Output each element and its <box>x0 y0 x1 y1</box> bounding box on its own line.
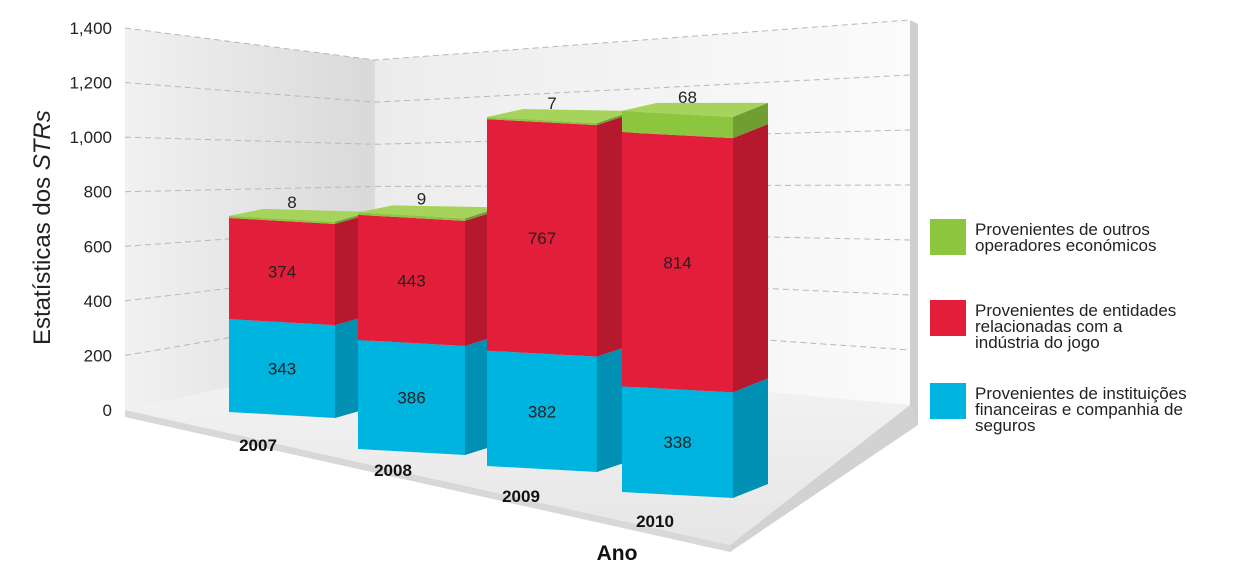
bar-segment <box>229 217 335 326</box>
bar-segment <box>487 117 597 126</box>
legend-label: Provenientes de outros operadores económi… <box>975 220 1156 255</box>
data-label: 7 <box>547 94 556 113</box>
bar-stack-2009: 382 767 7 <box>487 94 633 472</box>
data-label: 9 <box>417 189 426 208</box>
data-label: 443 <box>397 271 425 290</box>
x-axis-title: Ano <box>597 542 638 565</box>
bar-segment <box>622 132 733 393</box>
bar-segment <box>229 319 335 418</box>
bar-top-cap <box>358 205 500 219</box>
legend-item: Provenientes de instituições financeiras … <box>930 383 1187 435</box>
data-label: 382 <box>528 402 556 421</box>
legend-swatch <box>930 219 966 255</box>
y-tick-label: 400 <box>84 292 112 311</box>
x-tick-label: 2010 <box>636 512 674 531</box>
bar-segment <box>487 119 597 357</box>
bar-top-cap <box>622 102 768 117</box>
legend-swatch <box>930 300 966 336</box>
y-tick-label: 1,000 <box>69 128 112 147</box>
y-tick-label: 600 <box>84 237 112 256</box>
data-label: 767 <box>528 229 556 248</box>
data-label: 386 <box>397 388 425 407</box>
gridline <box>124 184 911 193</box>
x-tick-label: 2007 <box>239 436 277 455</box>
bar-top-cap <box>487 109 633 124</box>
y-tick-labels: 0 200 400 600 800 1,000 1,200 1,400 <box>69 19 112 420</box>
y-tick-label: 1,200 <box>69 74 112 93</box>
legend-swatch <box>930 383 966 419</box>
legend-item: Provenientes de outros operadores económi… <box>930 219 1156 255</box>
bar-segment <box>622 386 733 498</box>
bar-segment <box>358 212 465 221</box>
y-tick-label: 800 <box>84 183 112 202</box>
data-label: 8 <box>287 193 296 212</box>
bar-segment <box>358 214 465 346</box>
data-label: 338 <box>663 433 691 452</box>
y-axis-title-prefix: Estatísticas dos <box>29 170 56 345</box>
y-tick-label: 1,400 <box>69 19 112 38</box>
gridline <box>124 74 911 103</box>
gridline <box>124 19 911 61</box>
bar-segment <box>622 110 733 139</box>
x-tick-labels: 2007 2008 2009 2010 <box>239 436 674 531</box>
legend: Provenientes de outros operadores económi… <box>930 219 1187 435</box>
right-wall-edge <box>910 20 918 425</box>
data-label: 343 <box>268 360 296 379</box>
legend-item: Provenientes de entidades relacionadas co… <box>930 300 1176 352</box>
legend-label: Provenientes de entidades relacionadas co… <box>975 301 1176 352</box>
data-label: 374 <box>268 263 296 282</box>
y-axis-title-italic: STRs <box>29 110 56 170</box>
data-label: 814 <box>663 253 691 272</box>
bar-segment-side <box>733 102 768 139</box>
bar-segment <box>358 339 465 455</box>
bar-stack-2007: 343 374 8 <box>229 193 370 418</box>
bar-segment <box>487 350 597 472</box>
y-axis-title: Estatísticas dos STRs <box>29 110 56 345</box>
bar-stack-2010: 338 814 68 <box>622 88 768 498</box>
bar-segment <box>229 215 335 224</box>
floor-front-edge <box>125 410 730 552</box>
x-tick-label: 2009 <box>502 487 540 506</box>
bars: 343 374 8 386 443 9 382 767 7 338 814 68 <box>229 88 768 498</box>
bar-segment-side <box>733 378 768 498</box>
gridline <box>124 129 911 145</box>
x-tick-label: 2008 <box>374 461 412 480</box>
data-label: 68 <box>678 88 697 107</box>
bar-stack-2008: 386 443 9 <box>358 189 500 455</box>
y-tick-label: 200 <box>84 346 112 365</box>
legend-label: Provenientes de instituições financeiras … <box>975 384 1187 435</box>
floor-right-edge <box>730 405 918 552</box>
bar-segment-side <box>733 124 768 393</box>
y-tick-label: 0 <box>103 401 112 420</box>
bar-top-cap <box>229 208 370 222</box>
